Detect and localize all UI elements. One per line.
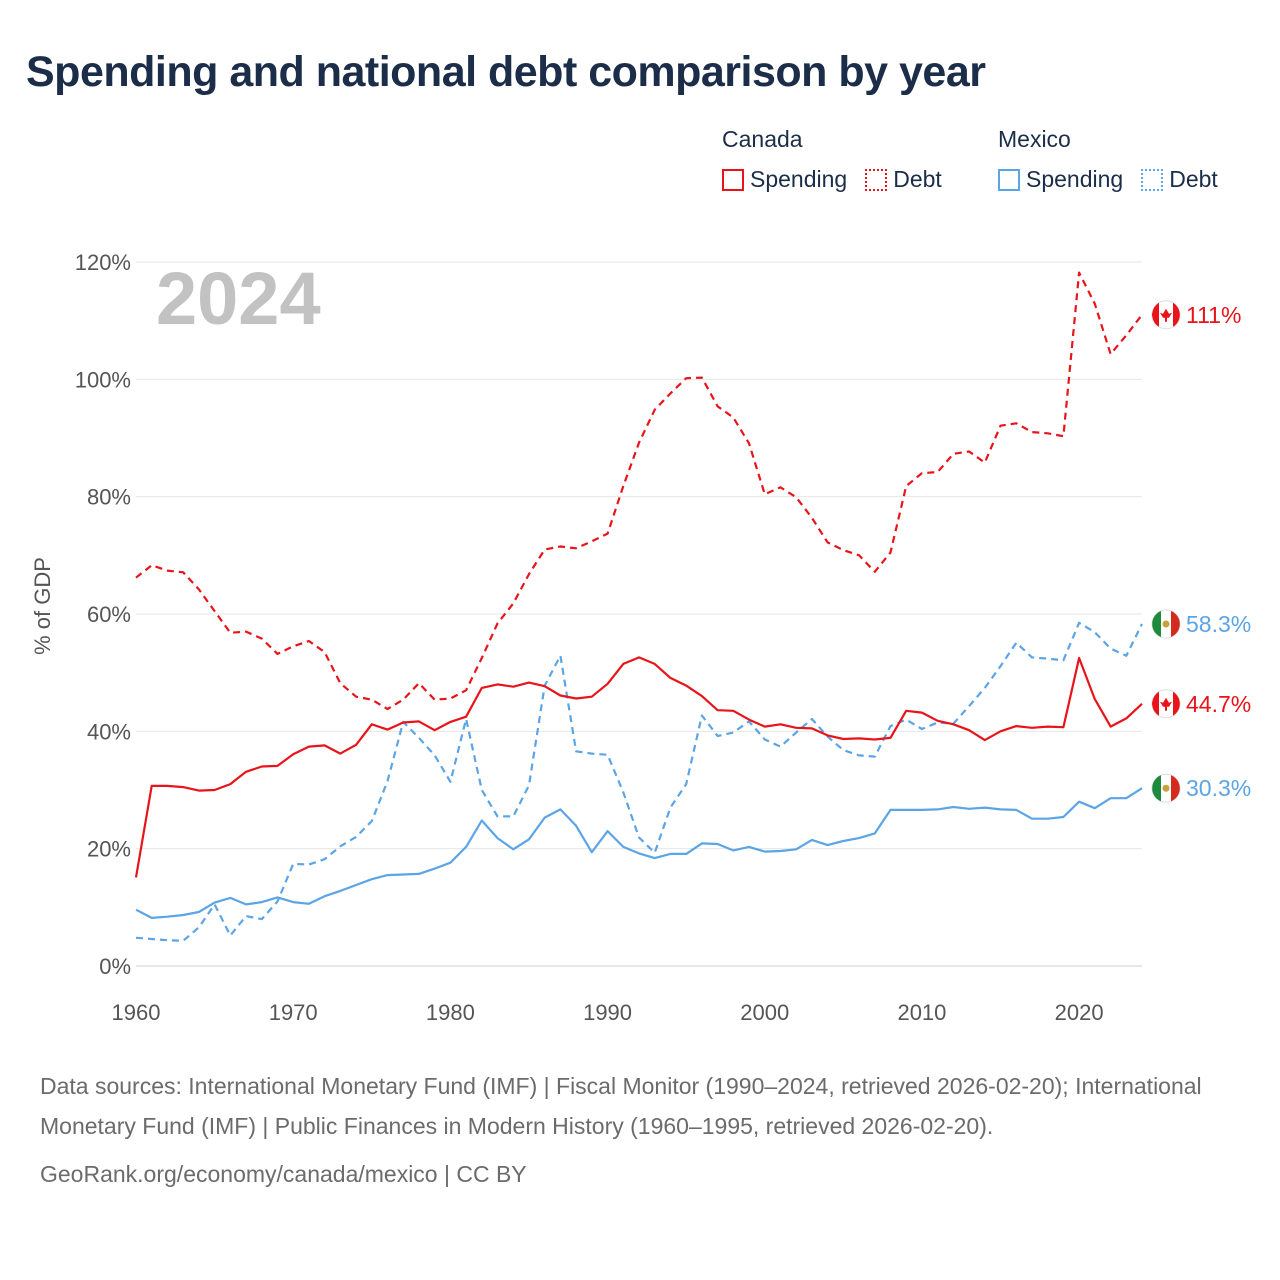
legend-label-canada-spending: Spending: [750, 166, 848, 192]
footer: Data sources: International Monetary Fun…: [40, 1066, 1240, 1194]
end-labels: 111% 58.3% 44.7% 30.3%: [1151, 300, 1251, 803]
end-value-label: 58.3%: [1186, 611, 1251, 637]
flag-band-red: [1171, 610, 1180, 637]
end-marker-mexico-debt: 58.3%: [1151, 609, 1251, 639]
x-tick-label: 1960: [112, 1000, 161, 1025]
series-line-mexico-spending[interactable]: [135, 787, 1143, 920]
y-tick-label: 20%: [87, 837, 131, 862]
legend-swatch-canada-debt: [865, 168, 888, 191]
maple-leaf-icon: [1160, 308, 1172, 322]
flag-band-right: [1173, 302, 1180, 327]
y-tick-label: 100%: [75, 367, 131, 392]
flag-band-right: [1173, 691, 1180, 716]
year-watermark: 2024: [156, 257, 321, 340]
x-axis-ticks: 1960 1970 1980 1990 2000 2010 2020: [112, 1000, 1104, 1025]
x-tick-label: 2020: [1055, 1000, 1104, 1025]
legend-mexico-debt[interactable]: Debt: [1141, 166, 1218, 193]
line-chart: 0% 20% 40% 60% 80% 100% 120% 1960 1970 1980 1990 2…: [30, 250, 1251, 1025]
legend-swatch-mexico-spending: [998, 168, 1020, 191]
end-marker-canada-spending: 44.7%: [1151, 689, 1251, 719]
y-tick-label: 80%: [87, 485, 131, 510]
legend-group-canada-title: Canada: [722, 126, 803, 152]
x-tick-label: 1990: [583, 1000, 632, 1025]
flag-band-green: [1152, 610, 1161, 637]
maple-leaf-icon: [1160, 697, 1172, 711]
y-tick-label: 40%: [87, 719, 131, 744]
y-tick-label: 120%: [75, 250, 131, 275]
legend-label-canada-debt: Debt: [893, 166, 942, 192]
legend-group-canada: Canada Spending Debt: [722, 124, 960, 193]
end-value-label: 30.3%: [1186, 775, 1251, 801]
chart-title: Spending and national debt comparison by…: [26, 48, 986, 96]
series-line-canada-debt[interactable]: [135, 271, 1143, 711]
attribution-link[interactable]: GeoRank.org/economy/canada/mexico | CC B…: [40, 1161, 527, 1187]
end-marker-canada-debt: 111%: [1151, 300, 1241, 330]
y-axis-label: % of GDP: [30, 557, 55, 655]
flag-band-left: [1152, 302, 1159, 327]
flag-emblem: [1162, 620, 1170, 628]
y-tick-label: 0%: [99, 954, 131, 979]
legend-label-mexico-spending: Spending: [1026, 166, 1124, 192]
legend-swatch-canada-spending: [722, 168, 744, 191]
flag-band-green: [1152, 775, 1161, 802]
end-value-label: 44.7%: [1186, 691, 1251, 717]
y-tick-label: 60%: [87, 602, 131, 627]
flag-band-left: [1152, 691, 1159, 716]
legend-group-mexico-title: Mexico: [998, 126, 1071, 152]
legend-swatch-mexico-debt: [1141, 168, 1164, 191]
x-tick-label: 1980: [426, 1000, 475, 1025]
series-lines: [134, 271, 1143, 942]
x-tick-label: 2010: [897, 1000, 946, 1025]
y-axis-ticks: 0% 20% 40% 60% 80% 100% 120%: [75, 250, 131, 979]
legend-canada-debt[interactable]: Debt: [865, 166, 942, 193]
flag-emblem: [1162, 784, 1170, 792]
series-line-mexico-debt[interactable]: [135, 621, 1143, 942]
end-value-label: 111%: [1186, 302, 1241, 328]
legend-canada-spending[interactable]: Spending: [722, 166, 847, 193]
series-line-canada-spending[interactable]: [134, 656, 1143, 878]
x-tick-label: 1970: [269, 1000, 318, 1025]
gridlines: [136, 261, 1142, 967]
legend-group-mexico: Mexico Spending Debt: [998, 124, 1218, 193]
legend-mexico-spending[interactable]: Spending: [998, 166, 1123, 193]
end-marker-mexico-spending: 30.3%: [1151, 773, 1251, 803]
flag-band-red: [1171, 775, 1180, 802]
x-tick-label: 2000: [740, 1000, 789, 1025]
legend-label-mexico-debt: Debt: [1169, 166, 1218, 192]
data-sources: Data sources: International Monetary Fun…: [40, 1073, 1202, 1139]
